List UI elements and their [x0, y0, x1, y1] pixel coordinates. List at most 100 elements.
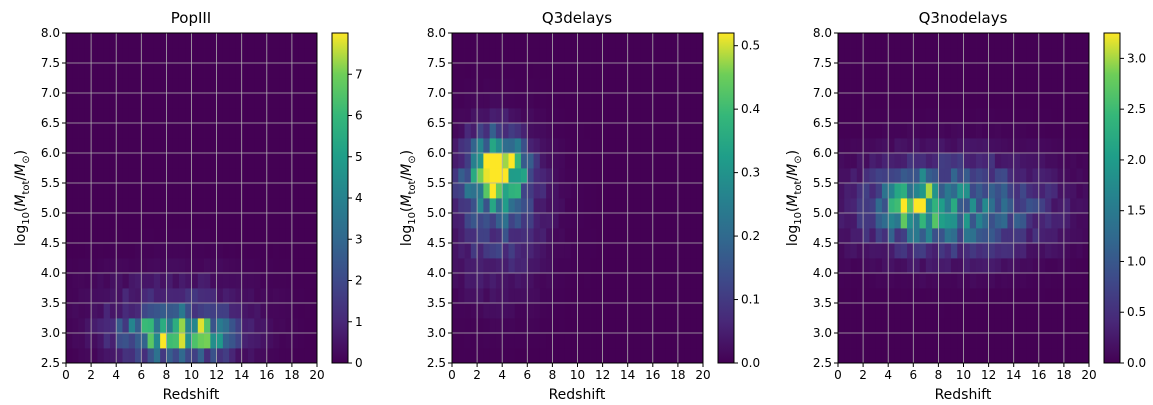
heatmap-cell	[178, 48, 186, 64]
heatmap-cell	[495, 303, 503, 319]
heatmap-cell	[489, 48, 497, 64]
heatmap-cell	[881, 168, 889, 184]
heatmap-cell	[671, 123, 679, 139]
heatmap-cell	[969, 243, 977, 259]
heatmap-cell	[665, 183, 673, 199]
heatmap-cell	[696, 228, 704, 244]
heatmap-cell	[659, 183, 666, 199]
heatmap-cell	[608, 93, 616, 109]
heatmap-cell	[279, 333, 287, 349]
heatmap-cell	[869, 123, 877, 139]
heatmap-cell	[477, 153, 484, 169]
heatmap-cell	[458, 288, 465, 304]
heatmap-cell	[907, 333, 914, 349]
heatmap-cell	[135, 138, 142, 154]
heatmap-cell	[185, 348, 192, 364]
heatmap-cell	[571, 303, 578, 319]
heatmap-cell	[128, 183, 136, 199]
heatmap-cell	[153, 243, 161, 259]
heatmap-cell	[1082, 198, 1090, 214]
heatmap-cell	[969, 138, 977, 154]
heatmap-cell	[633, 273, 641, 289]
heatmap-cell	[185, 243, 192, 259]
heatmap-cell	[1070, 108, 1077, 124]
heatmap-cell	[1001, 333, 1008, 349]
heatmap-cell	[684, 273, 691, 289]
heatmap-cell	[546, 183, 553, 199]
heatmap-cell	[875, 33, 883, 49]
heatmap-cell	[919, 348, 927, 364]
heatmap-cell	[564, 333, 572, 349]
heatmap-cell	[178, 258, 186, 274]
heatmap-cell	[72, 258, 79, 274]
heatmap-cell	[957, 348, 964, 364]
heatmap-cell	[552, 48, 560, 64]
heatmap-cell	[502, 228, 509, 244]
heatmap-cell	[128, 228, 136, 244]
heatmap-cell	[141, 273, 148, 289]
heatmap-cell	[128, 348, 136, 364]
heatmap-cell	[994, 63, 1002, 79]
heatmap-cell	[913, 228, 920, 244]
heatmap-cell	[950, 348, 958, 364]
heatmap-cell	[913, 183, 920, 199]
heatmap-cell	[646, 303, 654, 319]
heatmap-cell	[583, 108, 591, 124]
heatmap-cell	[558, 108, 566, 124]
heatmap-cell	[185, 333, 192, 349]
heatmap-cell	[1013, 273, 1021, 289]
heatmap-cell	[508, 153, 516, 169]
heatmap-cell	[552, 288, 560, 304]
heatmap-cell	[571, 213, 578, 229]
heatmap-cell	[458, 213, 465, 229]
heatmap-cell	[502, 333, 509, 349]
heatmap-cell	[621, 183, 629, 199]
heatmap-cell	[850, 168, 858, 184]
heatmap-cell	[863, 213, 870, 229]
heatmap-cell	[602, 273, 610, 289]
heatmap-cell	[1007, 153, 1015, 169]
heatmap-cell	[1082, 108, 1090, 124]
heatmap-cell	[558, 198, 566, 214]
y-tick-label: 6.5	[813, 116, 832, 130]
heatmap-cell	[191, 168, 199, 184]
heatmap-cell	[260, 78, 268, 94]
heatmap-cell	[608, 78, 616, 94]
heatmap-cell	[577, 63, 585, 79]
heatmap-cell	[247, 138, 255, 154]
heatmap-cell	[627, 123, 635, 139]
heatmap-cell	[204, 228, 211, 244]
heatmap-cell	[539, 348, 547, 364]
heatmap-cell	[913, 288, 920, 304]
heatmap-cell	[552, 63, 560, 79]
heatmap-cell	[78, 348, 86, 364]
heatmap-cell	[583, 288, 591, 304]
heatmap-cell	[894, 303, 902, 319]
heatmap-cell	[646, 78, 654, 94]
heatmap-cell	[291, 108, 299, 124]
heatmap-cell	[944, 108, 952, 124]
heatmap-cell	[216, 138, 224, 154]
heatmap-cell	[696, 318, 704, 334]
heatmap-cell	[621, 318, 629, 334]
heatmap-cell	[850, 288, 858, 304]
heatmap-cell	[944, 183, 952, 199]
heatmap-cell	[590, 63, 597, 79]
heatmap-cell	[502, 63, 509, 79]
heatmap-cell	[116, 78, 123, 94]
heatmap-cell	[178, 78, 186, 94]
heatmap-cell	[483, 333, 491, 349]
heatmap-cell	[552, 258, 560, 274]
heatmap-cell	[109, 243, 117, 259]
heatmap-cell	[888, 48, 895, 64]
heatmap-cell	[558, 93, 566, 109]
heatmap-cell	[97, 153, 105, 169]
heatmap-cell	[477, 303, 484, 319]
heatmap-cell	[279, 348, 287, 364]
heatmap-cell	[310, 333, 318, 349]
heatmap-cell	[533, 348, 541, 364]
heatmap-cell	[665, 108, 673, 124]
heatmap-cell	[646, 213, 654, 229]
heatmap-cell	[1013, 48, 1021, 64]
heatmap-cell	[483, 153, 491, 169]
